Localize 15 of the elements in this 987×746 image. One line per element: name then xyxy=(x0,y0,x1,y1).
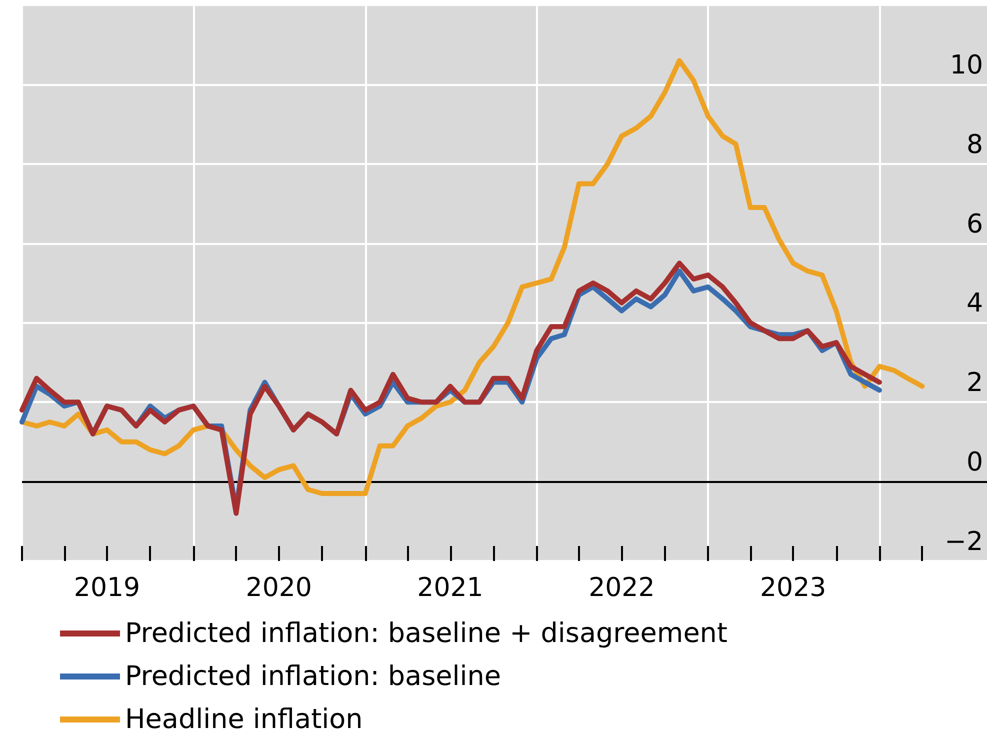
x-tick-label: 2022 xyxy=(588,573,655,603)
y-tick-label: 2 xyxy=(966,368,983,398)
y-tick-label: 6 xyxy=(966,209,983,240)
y-tick-label: −2 xyxy=(944,527,983,557)
legend-label: Headline inflation xyxy=(125,704,363,735)
y-tick-label: 8 xyxy=(966,130,983,160)
legend-label: Predicted inflation: baseline xyxy=(125,661,501,692)
legend-label: Predicted inflation: baseline + disagreement xyxy=(125,618,728,649)
x-tick-label: 2021 xyxy=(417,573,484,603)
x-tick-label: 2019 xyxy=(74,573,140,603)
y-tick-label: 4 xyxy=(966,288,983,319)
x-tick-label: 2020 xyxy=(246,573,312,603)
x-tick-label: 2023 xyxy=(760,573,826,603)
y-tick-label: 0 xyxy=(966,448,983,478)
y-tick-label: 10 xyxy=(950,50,983,80)
